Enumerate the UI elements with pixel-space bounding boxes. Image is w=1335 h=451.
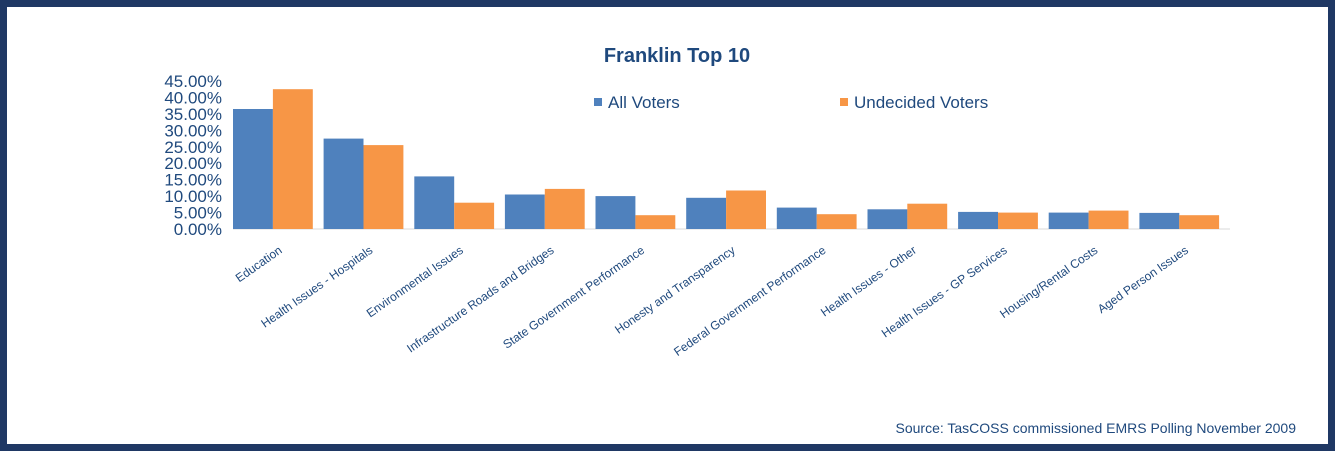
y-tick-label: 45.00% xyxy=(164,72,222,91)
bar-undecided-voters xyxy=(998,212,1038,229)
bar-undecided-voters xyxy=(454,202,495,229)
bar-undecided-voters xyxy=(635,215,676,229)
bars xyxy=(233,89,1220,229)
x-tick-label: Infrastructure Roads and Bridges xyxy=(404,243,556,355)
bar-all-voters xyxy=(504,194,545,229)
bar-all-voters xyxy=(686,197,727,229)
x-tick-label: State Government Performance xyxy=(500,243,647,352)
y-tick-label: 20.00% xyxy=(164,154,222,173)
bar-all-voters xyxy=(958,211,998,229)
bar-undecided-voters xyxy=(907,203,948,229)
bar-all-voters xyxy=(1139,212,1180,229)
bar-undecided-voters xyxy=(544,188,585,229)
x-tick-label: Environmental Issues xyxy=(364,243,466,320)
y-tick-label: 35.00% xyxy=(164,105,222,124)
x-tick-label: Aged Person Issues xyxy=(1095,243,1191,316)
y-tick-label: 25.00% xyxy=(164,138,222,157)
legend: All Voters Undecided Voters xyxy=(594,93,988,112)
x-tick-label: Education xyxy=(233,243,285,285)
bar-undecided-voters xyxy=(1179,215,1220,229)
x-tick-label: Housing/Rental Costs xyxy=(997,243,1100,321)
bar-undecided-voters xyxy=(363,145,404,229)
chart-title: Franklin Top 10 xyxy=(604,45,750,67)
y-tick-label: 5.00% xyxy=(174,204,222,223)
source-note: Source: TasCOSS commissioned EMRS Pollin… xyxy=(896,420,1297,436)
bar-undecided-voters xyxy=(272,89,313,229)
legend-label: Undecided Voters xyxy=(854,93,988,112)
y-tick-label: 30.00% xyxy=(164,121,222,140)
bar-all-voters xyxy=(1048,212,1089,229)
bar-all-voters xyxy=(867,209,908,229)
bar-all-voters xyxy=(595,196,636,229)
bar-undecided-voters xyxy=(816,214,857,229)
legend-label: All Voters xyxy=(608,93,680,112)
bar-undecided-voters xyxy=(1088,210,1129,229)
legend-swatch xyxy=(840,98,848,106)
y-tick-label: 40.00% xyxy=(164,88,222,107)
bar-all-voters xyxy=(776,207,817,229)
bar-all-voters xyxy=(323,138,364,229)
bar-all-voters xyxy=(233,109,273,229)
y-tick-label: 0.00% xyxy=(174,220,222,239)
y-tick-label: 10.00% xyxy=(164,187,222,206)
bar-all-voters xyxy=(414,176,455,229)
x-tick-label: Health Issues - Other xyxy=(818,243,919,320)
legend-swatch xyxy=(594,98,602,106)
bar-undecided-voters xyxy=(726,190,766,229)
x-tick-label: Federal Government Performance xyxy=(671,243,828,359)
y-tick-label: 15.00% xyxy=(164,171,222,190)
